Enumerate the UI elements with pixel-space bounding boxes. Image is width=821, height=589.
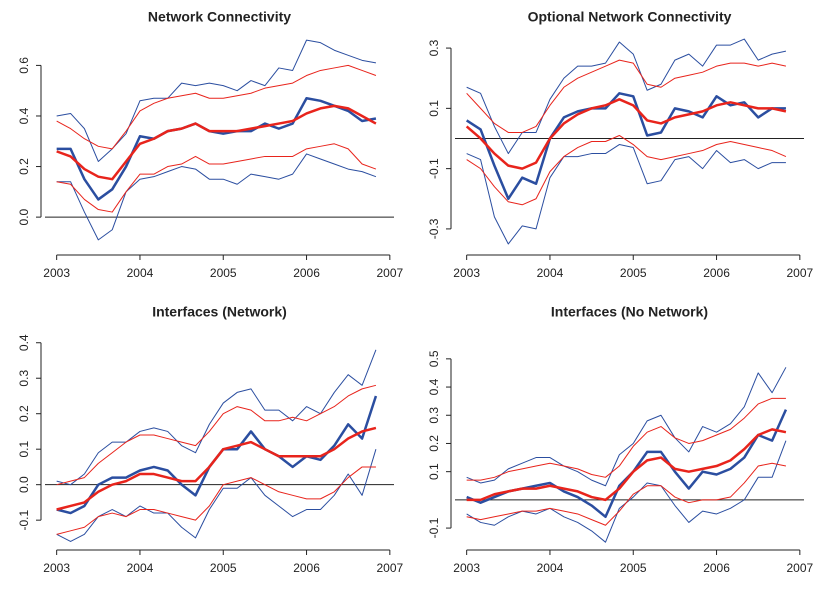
x-tick-label: 2006: [293, 561, 320, 575]
bound-line: [466, 134, 787, 206]
estimate-line: [466, 409, 788, 519]
x-tick-label: 2003: [43, 266, 70, 280]
y-tick-label: 0.4: [427, 378, 441, 395]
y-tick-label: 0.3: [427, 39, 441, 56]
chart-title: Interfaces (No Network): [551, 304, 708, 320]
y-tick-label: 0.4: [17, 107, 31, 124]
x-tick-label: 2003: [453, 561, 480, 575]
x-tick-label: 2004: [127, 266, 154, 280]
bound-line: [56, 143, 377, 213]
y-tick-label: 0.2: [17, 158, 31, 175]
y-tick-label: 0.1: [427, 463, 441, 480]
y-tick-label: -0.1: [427, 158, 441, 179]
y-tick-label: 0.3: [427, 407, 441, 424]
estimate-line: [465, 98, 787, 170]
x-tick-label: 2005: [210, 561, 237, 575]
chart-title: Network Connectivity: [148, 9, 291, 25]
x-tick-label: 2004: [537, 266, 564, 280]
x-tick-label: 2003: [43, 561, 70, 575]
bound-line: [466, 367, 787, 487]
bound-line: [56, 349, 377, 486]
y-tick-label: 0.4: [17, 334, 31, 351]
x-tick-label: 2006: [293, 266, 320, 280]
chart-title: Interfaces (Network): [152, 304, 287, 320]
estimate-line: [56, 104, 377, 181]
x-tick-label: 2004: [127, 561, 154, 575]
y-tick-label: 0.2: [427, 435, 441, 452]
bound-line: [466, 397, 786, 481]
y-tick-label: -0.1: [17, 510, 31, 531]
x-tick-label: 2006: [703, 266, 730, 280]
x-tick-label: 2007: [786, 266, 813, 280]
bound-line: [466, 59, 787, 133]
bound-line: [56, 39, 377, 162]
estimate-line: [466, 428, 787, 502]
bound-line: [466, 38, 787, 155]
x-tick-label: 2007: [376, 561, 403, 575]
panel: Network Connectivity 0.0 0.2 0.4 0.6 2003 2004…: [17, 9, 403, 280]
y-tick-label: 0.0: [17, 208, 31, 225]
x-tick-label: 2006: [703, 561, 730, 575]
panel: Optional Network Connectivity -0.3 -0.1 0.1…: [427, 9, 813, 280]
x-tick-label: 2005: [620, 561, 647, 575]
bound-line: [56, 384, 377, 486]
estimate-line: [56, 97, 377, 201]
panel: Interfaces (Network) -0.1 0.0 0.1 0.2 0.3 0.4 2…: [17, 304, 403, 575]
bound-line: [56, 466, 376, 535]
y-tick-label: 0.0: [17, 476, 31, 493]
x-tick-label: 2004: [537, 561, 564, 575]
x-tick-label: 2007: [786, 561, 813, 575]
y-tick-label: 0.6: [17, 57, 31, 74]
bound-line: [56, 153, 377, 241]
bound-line: [56, 449, 377, 542]
estimate-line: [56, 426, 377, 511]
x-tick-label: 2005: [210, 266, 237, 280]
chart-title: Optional Network Connectivity: [528, 9, 732, 25]
bound-line: [466, 144, 786, 245]
panel: Interfaces (No Network) -0.1 0.1 0.2 0.3 0.4 0…: [427, 304, 813, 575]
y-tick-label: 0.2: [17, 405, 31, 422]
bound-line: [466, 462, 787, 526]
x-tick-label: 2007: [376, 266, 403, 280]
y-tick-label: -0.1: [427, 517, 441, 538]
x-tick-label: 2005: [620, 266, 647, 280]
y-tick-label: 0.1: [427, 100, 441, 117]
x-tick-label: 2003: [453, 266, 480, 280]
estimate-line: [465, 92, 786, 201]
y-tick-label: 0.5: [427, 350, 441, 367]
bound-line: [56, 64, 377, 150]
y-tick-label: 0.3: [17, 370, 31, 387]
y-tick-label: 0.1: [17, 441, 31, 458]
y-tick-label: -0.3: [427, 218, 441, 239]
